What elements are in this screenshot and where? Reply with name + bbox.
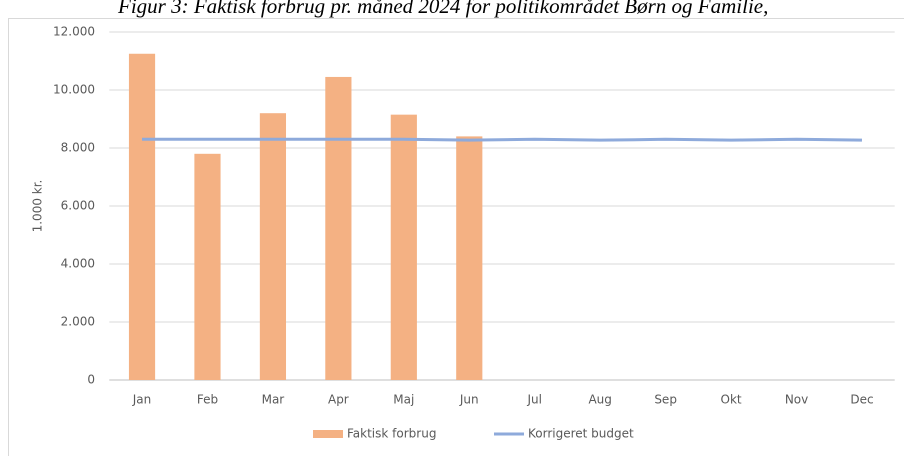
y-axis-label: 1.000 kr. bbox=[31, 180, 45, 233]
line bbox=[142, 137, 862, 142]
y-tick-label: 2.000 bbox=[61, 315, 95, 329]
x-tick-label: Dec bbox=[850, 393, 873, 407]
bar bbox=[128, 53, 156, 380]
bar bbox=[259, 113, 287, 380]
y-tick-label: 4.000 bbox=[61, 257, 95, 271]
y-tick-label: 10.000 bbox=[53, 83, 95, 97]
legend-swatch bbox=[313, 430, 343, 438]
legend-label: Faktisk forbrug bbox=[347, 427, 436, 441]
x-tick-label: Apr bbox=[328, 393, 349, 407]
bar bbox=[456, 136, 483, 380]
bar bbox=[390, 114, 417, 381]
y-tick-label: 0 bbox=[87, 373, 95, 387]
chart-title: Figur 3: Faktisk forbrug pr. måned 2024 … bbox=[117, 0, 768, 18]
x-tick-label: Nov bbox=[785, 393, 808, 407]
x-tick-label: Okt bbox=[721, 393, 742, 407]
y-tick-label: 12.000 bbox=[53, 25, 95, 39]
bar bbox=[194, 153, 221, 380]
x-tick-label: Jan bbox=[132, 393, 152, 407]
x-tick-label: Jun bbox=[459, 393, 479, 407]
bar bbox=[325, 76, 352, 380]
legend-label: Korrigeret budget bbox=[528, 427, 634, 441]
x-tick-label: Sep bbox=[654, 393, 677, 407]
y-tick-label: 6.000 bbox=[61, 199, 95, 213]
x-tick-label: Mar bbox=[262, 393, 285, 407]
y-tick-label: 8.000 bbox=[61, 141, 95, 155]
x-tick-label: Aug bbox=[588, 393, 611, 407]
x-tick-label: Feb bbox=[197, 393, 218, 407]
x-tick-label: Jul bbox=[526, 393, 541, 407]
x-tick-label: Maj bbox=[393, 393, 414, 407]
